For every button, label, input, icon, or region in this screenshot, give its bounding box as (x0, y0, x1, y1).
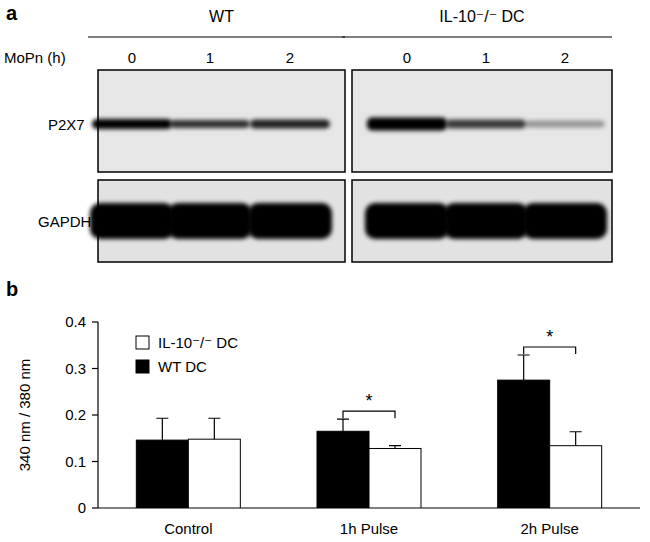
blot-box (352, 70, 612, 172)
y-tick-label: 0.2 (65, 406, 86, 423)
sig-bracket (524, 347, 576, 354)
error-bar (518, 355, 530, 380)
bar (550, 446, 602, 508)
y-tick-label: 0 (78, 499, 86, 516)
error-bar (570, 432, 582, 446)
band (168, 203, 252, 239)
bar (188, 439, 240, 508)
lane-label: 1 (206, 49, 214, 66)
band (367, 118, 447, 131)
group-line (88, 36, 345, 37)
group-title: WT (209, 8, 234, 25)
band (90, 203, 174, 239)
group-title: IL-10⁻/⁻ DC (439, 8, 524, 25)
bar (369, 448, 421, 508)
group-line (342, 36, 612, 37)
error-bar (389, 446, 401, 449)
annotation: * (546, 327, 553, 347)
band (365, 203, 449, 239)
y-tick (92, 414, 98, 415)
band (446, 120, 526, 129)
band (525, 121, 605, 128)
lane-label: 2 (286, 49, 294, 66)
band (248, 203, 332, 239)
y-tick-label: 0.1 (65, 453, 86, 470)
panel-label: b (6, 278, 18, 300)
y-tick-label: 0.4 (65, 313, 86, 330)
y-label: 340 nm / 380 nm (16, 359, 33, 472)
legend-label: IL-10⁻/⁻ DC (158, 334, 238, 351)
row-label: GAPDH (38, 213, 91, 230)
band (444, 203, 528, 239)
lane-label: 0 (403, 49, 411, 66)
y-tick (92, 368, 98, 369)
figure: a b MoPn (h) WT 0 1 2 IL-10⁻/⁻ DC 0 1 2 P2X7 GAPDH 0 0… (0, 0, 650, 542)
error-bar (156, 418, 168, 440)
x-tick-label: 1h Pulse (340, 520, 398, 537)
error-bar (208, 418, 220, 439)
x-tick-label: Control (164, 520, 212, 537)
band (92, 119, 172, 129)
band (170, 120, 250, 128)
y-tick (92, 507, 98, 508)
error-bar (337, 419, 349, 431)
legend-swatch (136, 360, 149, 373)
row-label: P2X7 (48, 116, 85, 133)
blot-box (352, 180, 612, 262)
band (523, 203, 607, 239)
band (250, 120, 330, 129)
bar (317, 431, 369, 508)
x-tick-label: 2h Pulse (520, 520, 578, 537)
y-tick (92, 321, 98, 322)
y-tick (92, 461, 98, 462)
y-tick-label: 0.3 (65, 360, 86, 377)
bar (498, 380, 550, 508)
lane-label: 1 (482, 49, 490, 66)
bar (136, 440, 188, 508)
plot-marks (136, 355, 601, 508)
legend-swatch (136, 336, 149, 349)
lane-label: 2 (561, 49, 569, 66)
sig-bracket (343, 411, 395, 418)
lane-label: 0 (128, 49, 136, 66)
legend-label: WT DC (158, 358, 207, 375)
annotation: * (365, 391, 372, 411)
treatment-label: MoPn (h) (4, 49, 66, 66)
panel-label: a (6, 2, 18, 24)
